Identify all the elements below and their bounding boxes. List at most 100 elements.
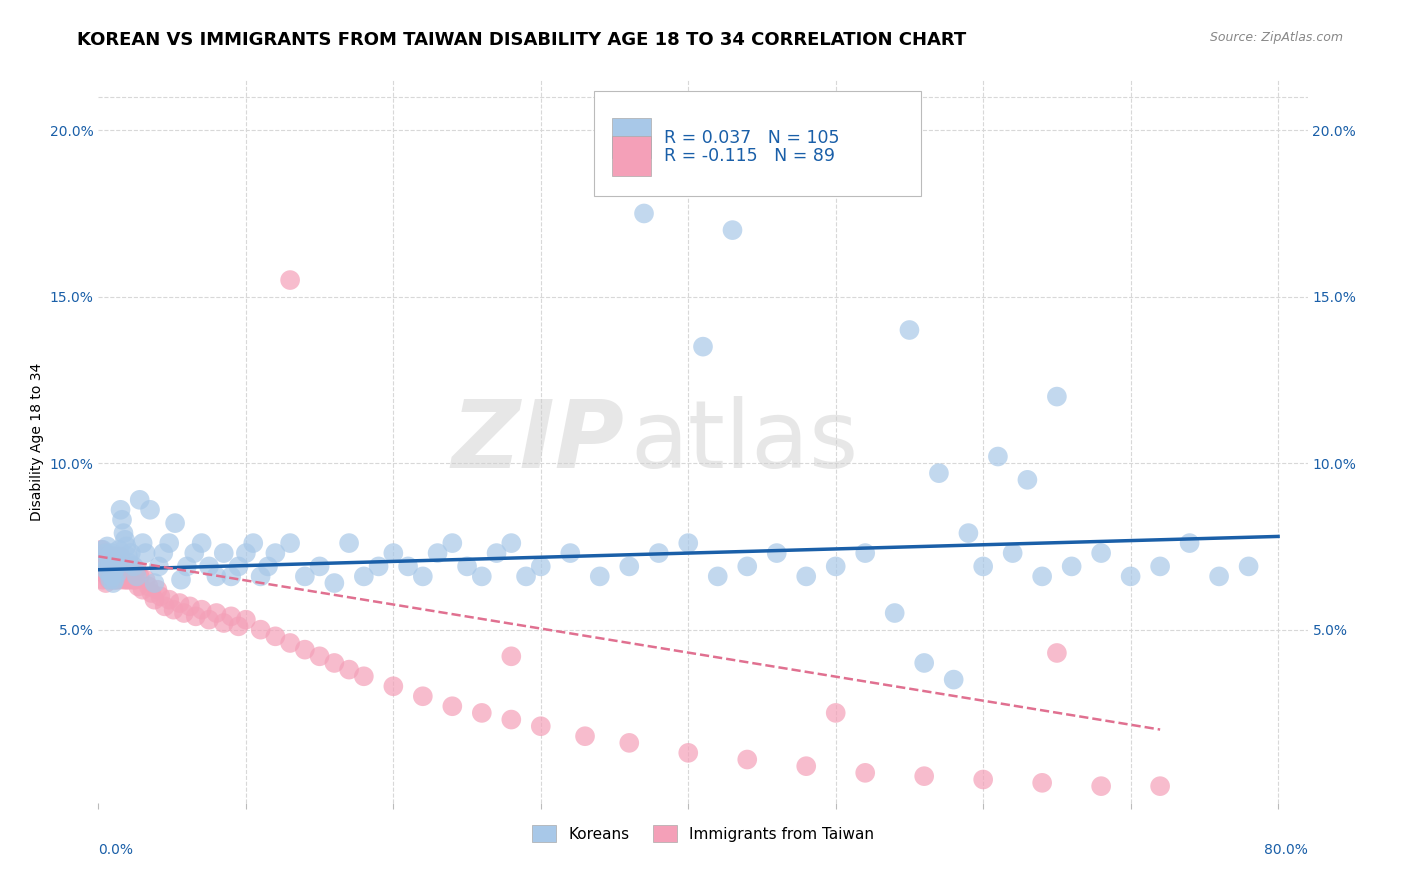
Point	[235, 613, 257, 627]
Point	[94, 563, 117, 577]
Point	[127, 579, 149, 593]
Point	[162, 603, 184, 617]
Text: KOREAN VS IMMIGRANTS FROM TAIWAN DISABILITY AGE 18 TO 34 CORRELATION CHART: KOREAN VS IMMIGRANTS FROM TAIWAN DISABIL…	[77, 31, 966, 49]
Point	[105, 559, 128, 574]
Point	[228, 559, 250, 574]
Point	[1046, 646, 1069, 660]
Point	[198, 613, 221, 627]
Point	[337, 663, 360, 677]
Point	[104, 573, 127, 587]
Point	[824, 559, 846, 574]
Point	[90, 563, 112, 577]
Point	[574, 729, 596, 743]
FancyBboxPatch shape	[613, 136, 651, 176]
Point	[294, 642, 316, 657]
Point	[125, 569, 148, 583]
Point	[1119, 569, 1142, 583]
Y-axis label: Disability Age 18 to 34: Disability Age 18 to 34	[30, 362, 44, 521]
Point	[93, 553, 115, 567]
Point	[278, 636, 301, 650]
Point	[190, 536, 212, 550]
Point	[1031, 569, 1053, 583]
Point	[97, 573, 120, 587]
Point	[97, 563, 120, 577]
Point	[530, 559, 553, 574]
Point	[121, 563, 143, 577]
Point	[179, 599, 201, 614]
Point	[108, 542, 131, 557]
Point	[456, 559, 478, 574]
Point	[678, 746, 700, 760]
Point	[115, 573, 138, 587]
Text: Source: ZipAtlas.com: Source: ZipAtlas.com	[1209, 31, 1343, 45]
Point	[91, 542, 114, 557]
Point	[1031, 776, 1053, 790]
Point	[972, 772, 994, 787]
Point	[118, 556, 141, 570]
Point	[149, 590, 172, 604]
Point	[135, 573, 157, 587]
Point	[170, 573, 193, 587]
Point	[152, 546, 174, 560]
Point	[104, 573, 127, 587]
Point	[108, 573, 131, 587]
Point	[128, 492, 150, 507]
Point	[264, 629, 287, 643]
Point	[101, 563, 124, 577]
Point	[308, 559, 330, 574]
Point	[93, 566, 115, 580]
Point	[89, 549, 111, 564]
Point	[1237, 559, 1260, 574]
Text: 80.0%: 80.0%	[1264, 843, 1308, 856]
Point	[515, 569, 537, 583]
Point	[735, 752, 758, 766]
Point	[249, 623, 271, 637]
Point	[1017, 473, 1039, 487]
Point	[794, 759, 817, 773]
Point	[91, 573, 114, 587]
Point	[735, 559, 758, 574]
Text: R = 0.037   N = 105: R = 0.037 N = 105	[664, 129, 839, 147]
Point	[139, 503, 162, 517]
Point	[96, 559, 118, 574]
Point	[912, 769, 935, 783]
Point	[122, 573, 145, 587]
Point	[105, 573, 128, 587]
Point	[98, 563, 121, 577]
Point	[120, 546, 142, 560]
Point	[1149, 779, 1171, 793]
Point	[135, 546, 157, 560]
Legend: Koreans, Immigrants from Taiwan: Koreans, Immigrants from Taiwan	[524, 817, 882, 849]
Point	[278, 536, 301, 550]
Point	[794, 569, 817, 583]
Point	[264, 546, 287, 560]
Text: atlas: atlas	[630, 395, 859, 488]
Point	[205, 606, 228, 620]
Point	[100, 573, 122, 587]
FancyBboxPatch shape	[613, 119, 651, 158]
Point	[219, 569, 242, 583]
Point	[98, 573, 121, 587]
Point	[100, 549, 122, 564]
Point	[382, 679, 405, 693]
Point	[111, 563, 134, 577]
Point	[212, 615, 235, 630]
Point	[396, 559, 419, 574]
Point	[898, 323, 921, 337]
Point	[94, 576, 117, 591]
Point	[367, 559, 389, 574]
Point	[648, 546, 671, 560]
Point	[706, 569, 728, 583]
Point	[184, 609, 207, 624]
Point	[412, 569, 434, 583]
Point	[104, 563, 127, 577]
Point	[972, 559, 994, 574]
Point	[117, 573, 139, 587]
Point	[471, 569, 494, 583]
Point	[146, 582, 169, 597]
Point	[765, 546, 787, 560]
Point	[205, 569, 228, 583]
Point	[97, 566, 120, 580]
Point	[1046, 390, 1069, 404]
Point	[278, 273, 301, 287]
